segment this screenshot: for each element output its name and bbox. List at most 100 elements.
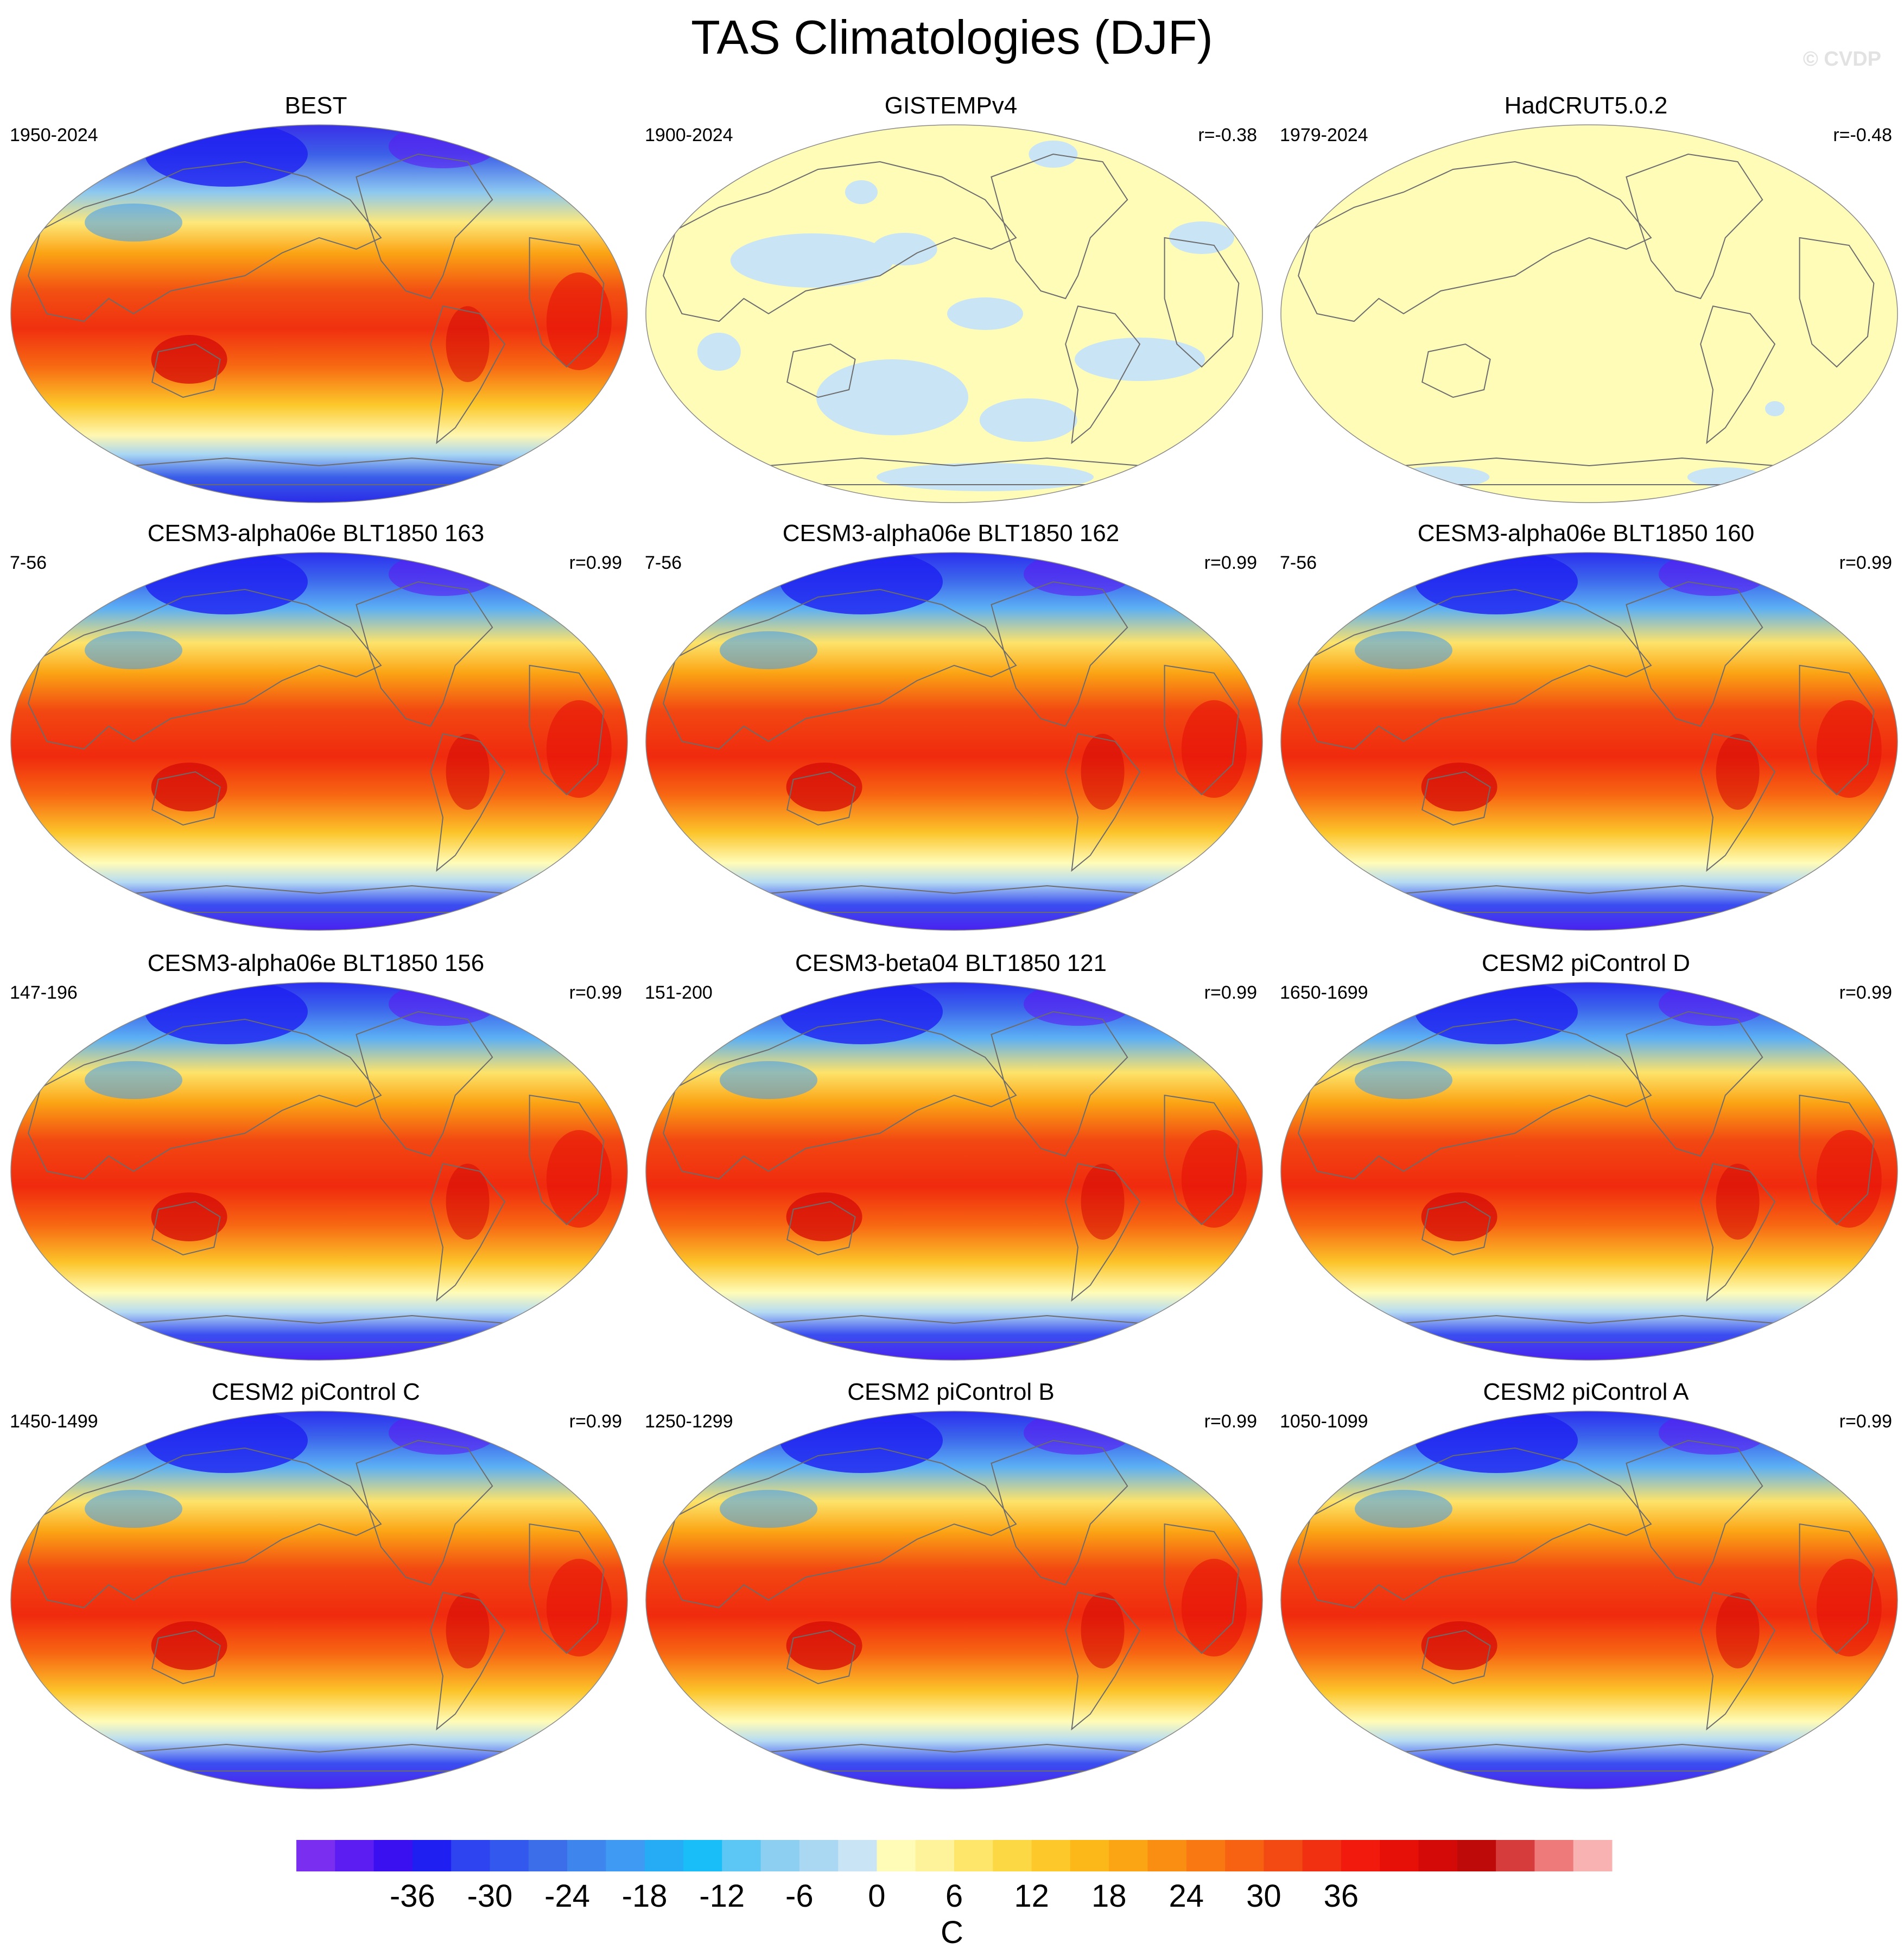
- colorbar-box: [722, 1840, 761, 1871]
- colorbar-box: [1380, 1840, 1419, 1871]
- colorbar-box: [1573, 1840, 1613, 1871]
- colorbar-box: [1418, 1840, 1458, 1871]
- colorbar-tick-label: -30: [467, 1878, 513, 1914]
- watermark: © CVDP: [1803, 48, 1881, 71]
- map-panel: CESM2 piControl C 1450-1499 r=0.99: [0, 1379, 632, 1807]
- colorbar-box: [993, 1840, 1032, 1871]
- panel-title: GISTEMPv4: [884, 92, 1018, 119]
- panel-period: 1650-1699: [1280, 982, 1368, 1003]
- colorbar-tick-label: 24: [1169, 1878, 1204, 1914]
- panel-correlation: r=0.99: [569, 982, 622, 1003]
- temperature-map: [645, 124, 1263, 503]
- panel-title: CESM2 piControl D: [1482, 950, 1690, 976]
- colorbar-box: [1457, 1840, 1496, 1871]
- panel-correlation: r=-0.38: [1198, 125, 1257, 145]
- map-panel: CESM3-alpha06e BLT1850 163 7-56 r=0.99: [0, 520, 632, 949]
- colorbar-tick-label: 0: [868, 1878, 885, 1914]
- map-panel: CESM2 piControl D 1650-1699 r=0.99: [1270, 950, 1902, 1379]
- colorbar-box: [1070, 1840, 1109, 1871]
- panel-period: 7-56: [645, 553, 682, 573]
- panel-title: CESM2 piControl A: [1483, 1379, 1689, 1405]
- colorbar-box: [1186, 1840, 1226, 1871]
- panel-correlation: r=0.99: [1204, 982, 1257, 1003]
- colorbar-box: [877, 1840, 916, 1871]
- panel-period: 1979-2024: [1280, 125, 1368, 145]
- colorbar-box: [490, 1840, 529, 1871]
- panel-correlation: r=0.99: [1204, 553, 1257, 573]
- panel-correlation: r=0.99: [569, 553, 622, 573]
- colorbar-box: [1031, 1840, 1071, 1871]
- colorbar-box: [567, 1840, 606, 1871]
- colorbar-box: [644, 1840, 684, 1871]
- colorbar-tick-labels: -36 -30 -24 -18 -12 -6 0 6 12 18 24 30 36: [390, 1878, 1359, 1914]
- colorbar-box: [335, 1840, 375, 1871]
- panel-correlation: r=-0.48: [1833, 125, 1892, 145]
- temperature-map: [1280, 982, 1898, 1361]
- colorbar-box: [1109, 1840, 1148, 1871]
- colorbar-box: [1302, 1840, 1342, 1871]
- panel-correlation: r=0.99: [1204, 1411, 1257, 1432]
- colorbar-box: [1534, 1840, 1574, 1871]
- colorbar-box: [954, 1840, 993, 1871]
- colorbar-tick-label: 6: [945, 1878, 963, 1914]
- panel-title: CESM3-alpha06e BLT1850 156: [147, 950, 485, 976]
- colorbar-box: [606, 1840, 645, 1871]
- colorbar-tick-label: 12: [1014, 1878, 1049, 1914]
- temperature-map: [1280, 552, 1898, 931]
- panel-title: CESM2 piControl B: [847, 1379, 1055, 1405]
- map-panel: CESM3-alpha06e BLT1850 162 7-56 r=0.99: [635, 520, 1267, 949]
- map-panel: CESM3-alpha06e BLT1850 160 7-56 r=0.99: [1270, 520, 1902, 949]
- panel-title: CESM3-beta04 BLT1850 121: [795, 950, 1107, 976]
- panel-title: HadCRUT5.0.2: [1504, 92, 1668, 119]
- map-panel: GISTEMPv4 1900-2024 r=-0.38: [635, 92, 1267, 521]
- map-panel: CESM2 piControl A 1050-1099 r=0.99: [1270, 1379, 1902, 1807]
- panel-title: CESM3-alpha06e BLT1850 160: [1417, 520, 1755, 547]
- temperature-map: [1280, 124, 1898, 503]
- map-panel: BEST 1950-2024: [0, 92, 632, 521]
- panel-period: 147-196: [10, 982, 78, 1003]
- colorbar-box: [1496, 1840, 1535, 1871]
- panel-title: BEST: [284, 92, 347, 119]
- map-panel: CESM3-beta04 BLT1850 121 151-200 r=0.99: [635, 950, 1267, 1379]
- colorbar-box: [412, 1840, 452, 1871]
- temperature-map: [645, 552, 1263, 931]
- panel-correlation: r=0.99: [1839, 553, 1892, 573]
- colorbar-tick-label: -6: [785, 1878, 814, 1914]
- temperature-map: [10, 1411, 628, 1789]
- map-panel: CESM3-alpha06e BLT1850 156 147-196 r=0.99: [0, 950, 632, 1379]
- map-panel: CESM2 piControl B 1250-1299 r=0.99: [635, 1379, 1267, 1807]
- panel-period: 1450-1499: [10, 1411, 98, 1432]
- panel-title: CESM3-alpha06e BLT1850 163: [147, 520, 485, 547]
- colorbar-box: [1147, 1840, 1187, 1871]
- panel-period: 7-56: [1280, 553, 1317, 573]
- colorbar-box: [296, 1840, 335, 1871]
- figure-title: TAS Climatologies (DJF): [691, 10, 1213, 64]
- colorbar-box: [373, 1840, 413, 1871]
- colorbar-box: [528, 1840, 568, 1871]
- panel-period: 1950-2024: [10, 125, 98, 145]
- temperature-map: [10, 124, 628, 503]
- colorbar-tick-label: -36: [390, 1878, 435, 1914]
- colorbar-tick-label: 36: [1324, 1878, 1359, 1914]
- temperature-map: [645, 1411, 1263, 1789]
- panel-period: 1900-2024: [645, 125, 733, 145]
- colorbar-boxes: [296, 1840, 1613, 1871]
- temperature-map: [10, 552, 628, 931]
- colorbar-tick-label: 18: [1091, 1878, 1127, 1914]
- temperature-map: [10, 982, 628, 1361]
- panel-period: 7-56: [10, 553, 47, 573]
- temperature-map: [645, 982, 1263, 1361]
- panel-period: 1050-1099: [1280, 1411, 1368, 1432]
- panel-correlation: r=0.99: [1839, 1411, 1892, 1432]
- colorbar-box: [1264, 1840, 1303, 1871]
- panel-title: CESM3-alpha06e BLT1850 162: [782, 520, 1120, 547]
- colorbar-tick-label: 30: [1246, 1878, 1281, 1914]
- panel-period: 1250-1299: [645, 1411, 733, 1432]
- colorbar-tick-label: -18: [622, 1878, 668, 1914]
- panel-correlation: r=0.99: [569, 1411, 622, 1432]
- colorbar-box: [915, 1840, 955, 1871]
- temperature-map: [1280, 1411, 1898, 1789]
- colorbar-box: [1341, 1840, 1380, 1871]
- colorbar-tick-label: -12: [699, 1878, 745, 1914]
- panel-correlation: r=0.99: [1839, 982, 1892, 1003]
